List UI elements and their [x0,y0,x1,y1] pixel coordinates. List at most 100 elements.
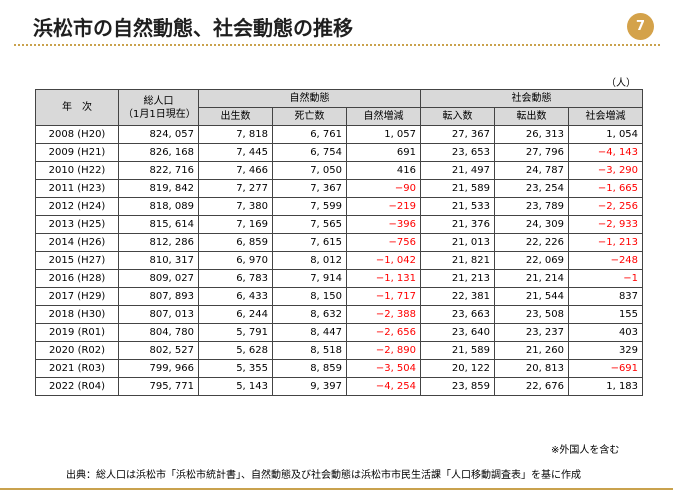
cell-moved-in: 21, 821 [420,251,496,270]
cell-moved-out: 27, 796 [494,143,570,162]
cell-births: 7, 466 [198,161,273,180]
cell-moved-out: 22, 226 [494,233,570,252]
cell-moved-in: 23, 663 [420,305,496,324]
cell-deaths: 7, 367 [272,179,347,198]
cell-deaths: 7, 050 [272,161,347,180]
cell-deaths: 8, 859 [272,359,347,378]
cell-moved-out: 24, 309 [494,215,570,234]
cell-deaths: 8, 518 [272,341,347,360]
cell-year: 2010 (H22) [35,161,119,180]
cell-births: 5, 791 [198,323,273,342]
cell-deaths: 6, 761 [272,125,347,144]
cell-births: 7, 380 [198,197,273,216]
cell-moved-out: 24, 787 [494,161,570,180]
population-table: 年 次 総人口 （1月1日現在） 自然動態 社会動態 出生数 死亡数 自然増減 … [35,89,644,396]
cell-social-increase: −3, 290 [568,161,644,180]
table-row: 2010 (H22) 822, 716 7, 466 7, 050 416 21, 497… [35,161,644,180]
table-row: 2016 (H28) 809, 027 6, 783 7, 914 −1, 131 21,… [35,269,644,288]
header-year: 年 次 [35,89,119,126]
cell-moved-in: 21, 376 [420,215,496,234]
cell-natural-increase: −1, 042 [345,251,422,270]
cell-births: 5, 628 [198,341,273,360]
cell-total-population: 809, 027 [118,269,199,288]
cell-deaths: 7, 914 [272,269,347,288]
cell-year: 2017 (H29) [35,287,119,306]
cell-births: 5, 143 [198,377,273,396]
cell-year: 2014 (H26) [35,233,119,252]
cell-year: 2011 (H23) [35,179,119,198]
cell-moved-in: 21, 589 [420,341,496,360]
cell-social-increase: −1, 665 [568,179,644,198]
cell-moved-in: 27, 367 [420,125,496,144]
cell-moved-in: 22, 381 [420,287,496,306]
cell-natural-increase: −90 [345,179,422,198]
cell-moved-out: 26, 313 [494,125,570,144]
cell-year: 2020 (R02) [35,341,119,360]
table-row: 2018 (H30) 807, 013 6, 244 8, 632 −2, 388 23,… [35,305,644,324]
table-row: 2021 (R03) 799, 966 5, 355 8, 859 −3, 504 20,… [35,359,644,378]
cell-moved-out: 23, 237 [494,323,570,342]
header-total-date: （1月1日現在） [123,108,196,120]
cell-births: 5, 355 [198,359,273,378]
cell-total-population: 802, 527 [118,341,199,360]
cell-social-increase: −2, 256 [568,197,644,216]
cell-natural-increase: −2, 656 [345,323,422,342]
cell-social-increase: 1, 054 [568,125,644,144]
cell-moved-in: 21, 213 [420,269,496,288]
cell-births: 7, 277 [198,179,273,198]
cell-social-increase: −2, 933 [568,215,644,234]
cell-natural-increase: −2, 388 [345,305,422,324]
cell-births: 7, 445 [198,143,273,162]
title-divider [14,44,660,46]
cell-total-population: 822, 716 [118,161,199,180]
cell-moved-out: 23, 789 [494,197,570,216]
cell-year: 2022 (R04) [35,377,119,396]
cell-births: 7, 169 [198,215,273,234]
cell-total-population: 824, 057 [118,125,199,144]
cell-total-population: 810, 317 [118,251,199,270]
cell-year: 2018 (H30) [35,305,119,324]
cell-moved-out: 21, 214 [494,269,570,288]
cell-births: 6, 859 [198,233,273,252]
cell-natural-increase: 416 [345,161,422,180]
cell-births: 6, 244 [198,305,273,324]
cell-social-increase: 403 [568,323,644,342]
cell-natural-increase: −1, 717 [345,287,422,306]
header-social-increase: 社会増減 [568,107,644,126]
cell-moved-in: 21, 013 [420,233,496,252]
cell-moved-out: 21, 544 [494,287,570,306]
cell-moved-in: 23, 653 [420,143,496,162]
cell-social-increase: 837 [568,287,644,306]
cell-deaths: 8, 447 [272,323,347,342]
cell-deaths: 7, 565 [272,215,347,234]
header-deaths: 死亡数 [272,107,347,126]
cell-total-population: 815, 614 [118,215,199,234]
header-natural-increase: 自然増減 [345,107,422,126]
cell-total-population: 807, 013 [118,305,199,324]
table-row: 2008 (H20) 824, 057 7, 818 6, 761 1, 057 27, … [35,125,644,144]
cell-social-increase: −4, 143 [568,143,644,162]
table-row: 2011 (H23) 819, 842 7, 277 7, 367 −90 21, 589… [35,179,644,198]
cell-moved-out: 22, 676 [494,377,570,396]
cell-deaths: 8, 632 [272,305,347,324]
cell-moved-out: 21, 260 [494,341,570,360]
cell-deaths: 7, 615 [272,233,347,252]
cell-moved-in: 20, 122 [420,359,496,378]
table-row: 2022 (R04) 795, 771 5, 143 9, 397 −4, 254 23,… [35,377,644,396]
cell-moved-in: 21, 589 [420,179,496,198]
cell-moved-out: 22, 069 [494,251,570,270]
cell-year: 2016 (H28) [35,269,119,288]
footnote: ※外国人を含む [551,445,620,456]
cell-total-population: 795, 771 [118,377,199,396]
table-body: 2008 (H20) 824, 057 7, 818 6, 761 1, 057 27, … [35,125,644,396]
cell-social-increase: 1, 183 [568,377,644,396]
page-title: 浜松市の自然動態、社会動態の推移 [33,16,353,40]
header-moved-in: 転入数 [420,107,496,126]
cell-births: 6, 970 [198,251,273,270]
cell-births: 6, 433 [198,287,273,306]
cell-deaths: 6, 754 [272,143,347,162]
cell-year: 2019 (R01) [35,323,119,342]
cell-year: 2013 (H25) [35,215,119,234]
header-natural-change: 自然動態 [197,89,422,108]
header-moved-out: 転出数 [494,107,570,126]
